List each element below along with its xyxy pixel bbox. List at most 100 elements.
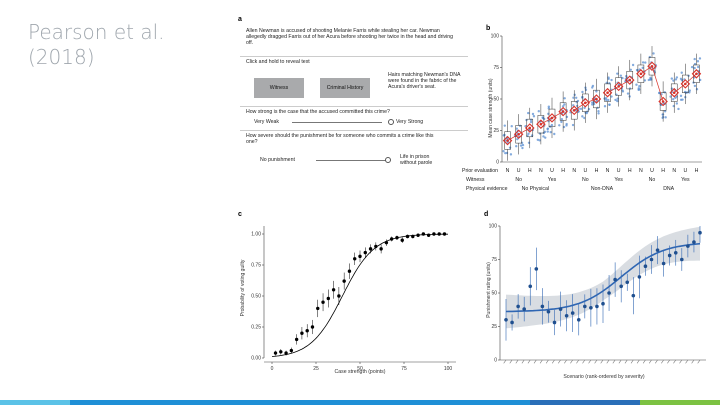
physical-value: Non-DNA bbox=[591, 186, 614, 192]
data-point bbox=[616, 97, 619, 100]
slider-knob[interactable] bbox=[385, 157, 391, 163]
mean-connector bbox=[507, 127, 530, 141]
data-point bbox=[635, 83, 638, 86]
data-point bbox=[389, 237, 394, 241]
prior-code: H bbox=[628, 168, 632, 174]
slider-knob[interactable] bbox=[388, 119, 394, 125]
mean-marker bbox=[569, 105, 579, 116]
x-tick-mark bbox=[533, 359, 537, 364]
panel-c-xlabel: Case strength (points) bbox=[334, 369, 385, 375]
q1-left-label: Very Weak bbox=[254, 119, 279, 125]
divider bbox=[240, 106, 468, 107]
x-tick-mark bbox=[655, 359, 658, 364]
x-tick-label: 75 bbox=[401, 366, 407, 372]
question-1: How strong is the case that the accused … bbox=[246, 109, 390, 115]
panel-d-xlabel: Scenario (rank-ordered by severity) bbox=[563, 374, 645, 380]
data-point bbox=[379, 247, 383, 251]
y-tick-label: 100 bbox=[491, 34, 500, 40]
data-point bbox=[614, 98, 617, 102]
data-point bbox=[516, 304, 520, 309]
data-point bbox=[576, 318, 581, 322]
data-point bbox=[552, 320, 557, 325]
data-point bbox=[519, 144, 523, 147]
data-point bbox=[503, 124, 506, 127]
data-point bbox=[550, 123, 554, 127]
data-point bbox=[368, 247, 373, 251]
data-point bbox=[516, 137, 519, 141]
panel-c-chart: c Probability of voting guilty Case stre… bbox=[238, 211, 456, 375]
x-tick-label: 100 bbox=[444, 366, 453, 372]
mean-marker bbox=[669, 87, 679, 98]
panel-c-ylabel: Probability of voting guilty bbox=[240, 259, 246, 316]
mean-dot bbox=[595, 97, 598, 101]
slide-title: Pearson et al. (2018) bbox=[28, 20, 218, 70]
data-point bbox=[621, 90, 625, 93]
x-tick-mark bbox=[588, 359, 592, 364]
data-point bbox=[273, 351, 278, 355]
prior-code: N bbox=[672, 168, 676, 174]
mean-marker bbox=[636, 69, 646, 79]
mean-connector bbox=[607, 79, 630, 94]
x-tick-mark bbox=[527, 359, 531, 364]
data-point bbox=[675, 76, 679, 79]
data-point bbox=[564, 313, 569, 318]
y-tick-label: 100 bbox=[489, 224, 498, 230]
criminal-history-button[interactable]: Criminal History bbox=[320, 78, 370, 98]
data-point bbox=[316, 306, 320, 311]
physical-value: No Physical bbox=[522, 186, 549, 192]
data-point bbox=[695, 88, 699, 91]
data-point bbox=[601, 301, 605, 306]
data-point bbox=[426, 233, 431, 237]
data-point bbox=[616, 72, 619, 75]
x-tick-mark bbox=[648, 359, 652, 364]
data-point bbox=[629, 68, 632, 71]
mean-marker bbox=[625, 75, 635, 85]
y-tick-label: 0 bbox=[496, 160, 499, 166]
data-point bbox=[504, 318, 508, 322]
x-tick-mark bbox=[582, 359, 586, 364]
data-point bbox=[679, 98, 683, 101]
y-tick-label: 0 bbox=[494, 358, 497, 364]
data-point bbox=[300, 331, 304, 335]
data-point bbox=[305, 329, 309, 333]
data-point bbox=[411, 234, 415, 239]
data-point bbox=[595, 90, 598, 93]
data-point bbox=[400, 238, 404, 242]
divider bbox=[240, 56, 468, 57]
x-tick-mark bbox=[691, 359, 695, 364]
witness-button[interactable]: Witness bbox=[254, 78, 304, 98]
data-point bbox=[563, 97, 566, 100]
y-tick-label: 75 bbox=[491, 257, 497, 263]
x-tick-mark bbox=[570, 359, 573, 364]
data-point bbox=[583, 304, 587, 309]
witness-value: No bbox=[649, 177, 656, 183]
data-point bbox=[521, 143, 525, 147]
witness-value: Yes bbox=[548, 177, 557, 183]
title-line-1: Pearson et al. bbox=[28, 20, 165, 44]
data-point bbox=[641, 66, 644, 70]
data-point bbox=[515, 145, 518, 148]
data-point bbox=[547, 105, 551, 108]
punishment-slider[interactable] bbox=[316, 160, 386, 161]
prior-code: U bbox=[583, 168, 587, 174]
prior-code: H bbox=[695, 168, 699, 174]
data-point bbox=[583, 116, 586, 120]
x-tick-label: 0 bbox=[271, 366, 274, 372]
case-strength-slider[interactable] bbox=[292, 122, 382, 123]
panel-d-label: d bbox=[484, 211, 488, 218]
x-tick-mark bbox=[667, 359, 670, 364]
data-point bbox=[692, 240, 696, 244]
panel-c-label: c bbox=[238, 211, 242, 218]
data-point bbox=[638, 84, 641, 88]
data-point bbox=[384, 240, 389, 245]
dna-evidence-text: Hairs matching Newman's DNA were found i… bbox=[388, 72, 461, 91]
x-tick-mark bbox=[606, 359, 610, 364]
x-tick-mark bbox=[564, 359, 567, 364]
data-point bbox=[693, 84, 697, 88]
x-tick-mark bbox=[661, 359, 664, 364]
data-point bbox=[331, 288, 336, 292]
paper-figure: a Allen Newman is accused of shooting Me… bbox=[230, 8, 710, 380]
data-point bbox=[603, 105, 607, 108]
data-point bbox=[531, 112, 535, 116]
data-point bbox=[664, 116, 667, 119]
